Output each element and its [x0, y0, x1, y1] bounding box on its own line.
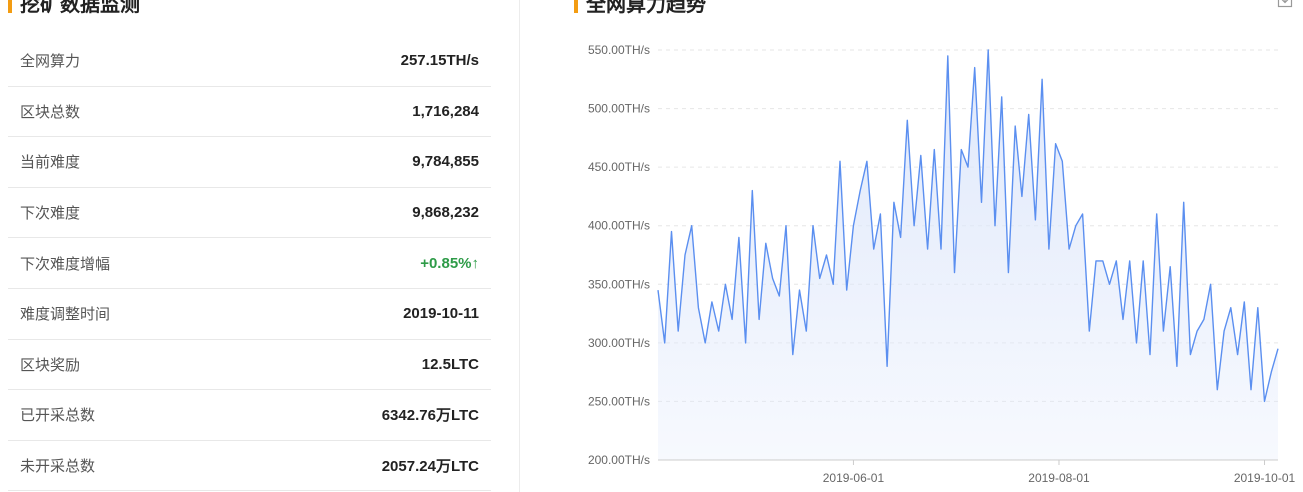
stat-label: 当前难度: [20, 154, 81, 172]
stat-value: 2019-10-11: [403, 305, 479, 323]
x-tick-label: 2019-08-01: [1028, 471, 1090, 485]
series-area: [658, 50, 1278, 460]
hashrate-trend-title-text: 全网算力趋势: [586, 0, 706, 16]
stat-row-mined-total: 已开采总数 6342.76万LTC: [8, 390, 491, 441]
hashrate-trend-title: 全网算力趋势: [574, 0, 706, 17]
y-tick-label: 250.00TH/s: [588, 394, 650, 408]
x-tick-label: 2019-10-01: [1234, 471, 1296, 485]
stat-row-unmined-total: 未开采总数 2057.24万LTC: [8, 441, 491, 492]
stat-row-adjust-time: 难度调整时间 2019-10-11: [8, 289, 491, 340]
hashrate-trend-panel: 全网算力趋势 550.00TH/s 500.00TH/s 450.00TH/s 400…: [548, 0, 1303, 492]
stat-label: 下次难度增幅: [20, 255, 111, 273]
title-accent-bar: [8, 0, 12, 13]
y-tick-label: 400.00TH/s: [588, 219, 650, 233]
hashrate-chart: 550.00TH/s 500.00TH/s 450.00TH/s 400.00TH/s…: [588, 43, 1296, 485]
mining-stats-panel: 挖矿数据监测 全网算力 257.15TH/s 区块总数 1,716,284 当前…: [8, 0, 491, 492]
y-axis: 550.00TH/s 500.00TH/s 450.00TH/s 400.00TH/s…: [588, 43, 650, 467]
stat-value-positive: +0.85%↑: [420, 254, 479, 272]
stat-value: 9,784,855: [412, 153, 479, 171]
stat-row-hashrate: 全网算力 257.15TH/s: [8, 36, 491, 87]
mining-stats-title-text: 挖矿数据监测: [20, 0, 140, 16]
stat-row-current-difficulty: 当前难度 9,784,855: [8, 137, 491, 188]
stat-label: 下次难度: [20, 205, 81, 223]
stat-label: 难度调整时间: [20, 306, 111, 324]
mining-stats-title: 挖矿数据监测: [8, 0, 140, 17]
x-axis: 2019-06-01 2019-08-01 2019-10-01: [658, 459, 1296, 485]
stat-label: 全网算力: [20, 53, 81, 71]
stat-value: 6342.76万LTC: [381, 407, 479, 425]
stat-label: 已开采总数: [20, 407, 96, 425]
stat-row-difficulty-increase: 下次难度增幅 +0.85%↑: [8, 238, 491, 289]
x-tick-label: 2019-06-01: [823, 471, 885, 485]
y-tick-label: 200.00TH/s: [588, 453, 650, 467]
stat-row-block-count: 区块总数 1,716,284: [8, 87, 491, 138]
title-accent-bar: [574, 0, 578, 13]
y-tick-label: 350.00TH/s: [588, 277, 650, 291]
panel-divider: [519, 0, 520, 492]
area-layer: [657, 49, 1279, 460]
series-line: [657, 49, 1279, 403]
stat-label: 区块总数: [20, 103, 81, 121]
y-tick-label: 500.00TH/s: [588, 102, 650, 116]
stat-value: 12.5LTC: [421, 355, 479, 373]
y-tick-label: 450.00TH/s: [588, 160, 650, 174]
stat-row-block-reward: 区块奖励 12.5LTC: [8, 340, 491, 391]
stat-value: 257.15TH/s: [400, 52, 479, 70]
stat-value: 2057.24万LTC: [381, 458, 479, 476]
stat-value: 9,868,232: [412, 204, 479, 222]
stat-label: 区块奖励: [20, 356, 81, 374]
stat-label: 未开采总数: [20, 458, 96, 476]
stat-row-next-difficulty: 下次难度 9,868,232: [8, 188, 491, 239]
y-tick-label: 300.00TH/s: [588, 336, 650, 350]
stats-list: 全网算力 257.15TH/s 区块总数 1,716,284 当前难度 9,78…: [8, 36, 491, 492]
stat-value: 1,716,284: [412, 102, 479, 120]
y-tick-label: 550.00TH/s: [588, 43, 650, 57]
download-icon[interactable]: [1277, 0, 1293, 8]
